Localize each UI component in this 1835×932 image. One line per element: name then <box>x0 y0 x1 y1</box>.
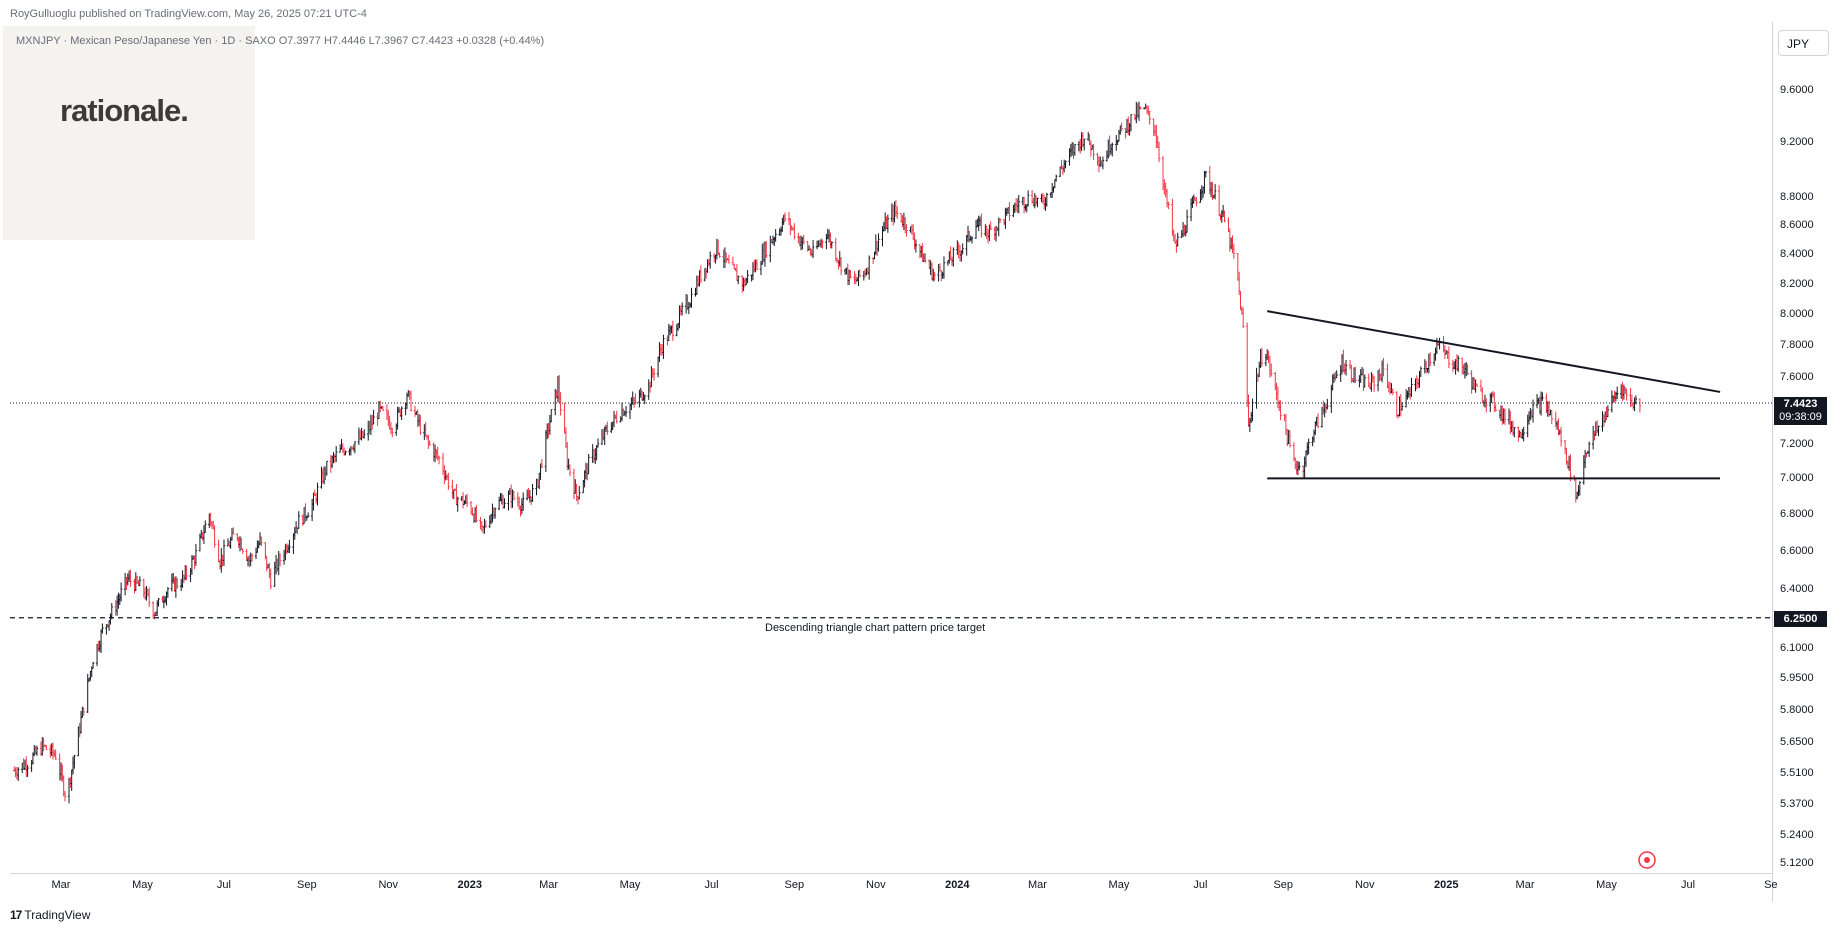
y-tick-label: 7.6000 <box>1780 371 1814 384</box>
event-marker-icon <box>1638 851 1656 869</box>
descending-resistance-line <box>1267 310 1721 393</box>
x-tick-label: Mar <box>1515 879 1535 891</box>
x-tick-label: Nov <box>378 879 399 891</box>
x-tick-label: Jul <box>704 879 719 891</box>
y-tick-label: 6.8000 <box>1780 508 1814 521</box>
x-tick-label: Sep <box>1273 879 1294 891</box>
y-tick-label: 5.2400 <box>1780 828 1814 841</box>
y-tick-label: 5.9500 <box>1780 672 1814 685</box>
last-price-tag: 7.4423 09:38:09 <box>1774 397 1827 425</box>
x-tick-label: Mar <box>51 879 71 891</box>
y-tick-label: 5.1200 <box>1780 857 1814 869</box>
tradingview-logo-icon: 17 <box>10 908 22 922</box>
x-tick-label: Mar <box>539 879 559 891</box>
bar-countdown: 09:38:09 <box>1779 411 1822 423</box>
logo-background <box>3 26 255 240</box>
brand-name: TradingView <box>24 908 91 922</box>
x-tick-label: Nov <box>866 879 886 891</box>
y-tick-label: 6.6000 <box>1780 544 1814 557</box>
x-tick-label: Jul <box>1680 879 1696 891</box>
time-axis-border <box>10 873 1772 874</box>
y-tick-label: 7.2000 <box>1780 437 1814 450</box>
last-price-value: 7.4423 <box>1783 398 1818 410</box>
y-tick-label: 9.2000 <box>1780 136 1814 149</box>
y-tick-label: 6.4000 <box>1780 582 1814 595</box>
x-tick-label: Jul <box>216 879 231 891</box>
x-tick-label: Se <box>1764 879 1778 891</box>
y-tick-label: 5.5100 <box>1780 766 1814 779</box>
y-tick-label: 8.6000 <box>1780 219 1814 232</box>
x-tick-label: Jul <box>1193 879 1208 891</box>
y-tick-label: 7.0000 <box>1780 472 1814 485</box>
y-tick-label: 9.6000 <box>1780 84 1814 96</box>
y-tick-label: 5.3700 <box>1780 798 1814 811</box>
x-tick-label: 2023 <box>457 879 482 891</box>
target-price-tag: 6.2500 <box>1774 611 1827 627</box>
x-tick-label: Sep <box>784 879 805 891</box>
publisher-line: RoyGulluoglu published on TradingView.co… <box>10 8 367 20</box>
x-tick-label: May <box>1108 879 1130 891</box>
y-tick-label: 8.8000 <box>1780 190 1814 203</box>
event-marker-dot <box>1644 857 1650 863</box>
x-tick-label: 2025 <box>1433 879 1459 891</box>
price-axis-border <box>1772 22 1773 902</box>
x-tick-label: Nov <box>1354 879 1375 891</box>
y-tick-label: 8.2000 <box>1780 277 1814 290</box>
x-tick-label: May <box>1596 879 1617 891</box>
y-tick-label: 5.6500 <box>1780 735 1814 748</box>
tradingview-brand[interactable]: 17 TradingView <box>10 908 90 922</box>
x-tick-label: 2024 <box>945 879 970 891</box>
x-tick-label: May <box>132 879 153 891</box>
y-tick-label: 6.1000 <box>1780 641 1814 654</box>
y-tick-label: 8.0000 <box>1780 308 1814 321</box>
y-tick-label: 5.8000 <box>1780 703 1814 716</box>
y-tick-label: 8.4000 <box>1780 248 1814 261</box>
x-tick-label: May <box>619 879 641 891</box>
brand-logo: rationale. <box>60 93 189 128</box>
x-tick-label: Sep <box>296 879 317 891</box>
currency-button[interactable]: JPY <box>1778 30 1829 56</box>
x-tick-label: Mar <box>1027 879 1047 891</box>
target-annotation: Descending triangle chart pattern price … <box>765 622 986 634</box>
symbol-info: MXNJPY · Mexican Peso/Japanese Yen · 1D … <box>16 35 545 47</box>
y-tick-label: 7.8000 <box>1780 339 1814 352</box>
